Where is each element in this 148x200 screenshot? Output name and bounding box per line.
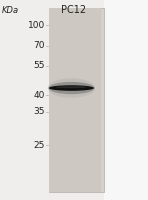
- Bar: [49, 8, 104, 192]
- Text: PC12: PC12: [61, 5, 87, 15]
- Text: 70: 70: [34, 41, 45, 50]
- Text: 55: 55: [34, 61, 45, 70]
- Ellipse shape: [48, 82, 94, 94]
- Text: 40: 40: [34, 91, 45, 100]
- Text: 25: 25: [34, 141, 45, 150]
- Text: 35: 35: [34, 107, 45, 116]
- Text: KDa: KDa: [1, 6, 19, 15]
- Bar: [104, 0, 148, 200]
- Text: 100: 100: [28, 21, 45, 30]
- Ellipse shape: [49, 85, 94, 91]
- Ellipse shape: [56, 86, 87, 88]
- Bar: [49, 8, 101, 192]
- Ellipse shape: [48, 78, 95, 98]
